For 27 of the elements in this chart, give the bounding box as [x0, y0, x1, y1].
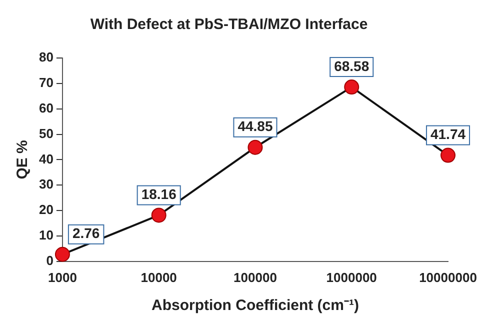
y-tick-label: 70: [38, 75, 54, 90]
y-tick-label: 0: [46, 252, 54, 268]
data-label: 18.16: [141, 186, 177, 202]
chart-title: With Defect at PbS-TBAI/MZO Interface: [90, 16, 368, 34]
x-tick-label: 10000: [140, 270, 177, 285]
point: [248, 140, 263, 155]
y-tick-label: 40: [38, 151, 54, 166]
y-tick-label: 60: [38, 100, 54, 116]
x-axis-title: Absorption Coefficient (cm⁻¹): [151, 297, 359, 314]
point: [151, 208, 166, 223]
x-tick-label: 100000: [234, 270, 277, 285]
y-tick-label: 20: [38, 202, 54, 218]
data-label: 68.58: [334, 58, 370, 74]
y-tick-label: 50: [38, 126, 54, 141]
data-label: 44.85: [238, 118, 273, 134]
point: [440, 148, 456, 163]
data-label: 2.76: [72, 225, 100, 242]
data-label: 41.74: [430, 126, 466, 142]
x-tick-label: 10000000: [419, 270, 477, 285]
y-tick-label: 30: [38, 176, 54, 192]
y-tick-label: 10: [38, 228, 54, 243]
x-tick-label: 1000: [48, 270, 77, 285]
point: [54, 246, 70, 262]
point: [344, 80, 360, 95]
y-tick-label: 80: [38, 50, 54, 65]
y-axis-title: QE %: [14, 140, 32, 180]
x-tick-label: 1000000: [326, 270, 377, 285]
